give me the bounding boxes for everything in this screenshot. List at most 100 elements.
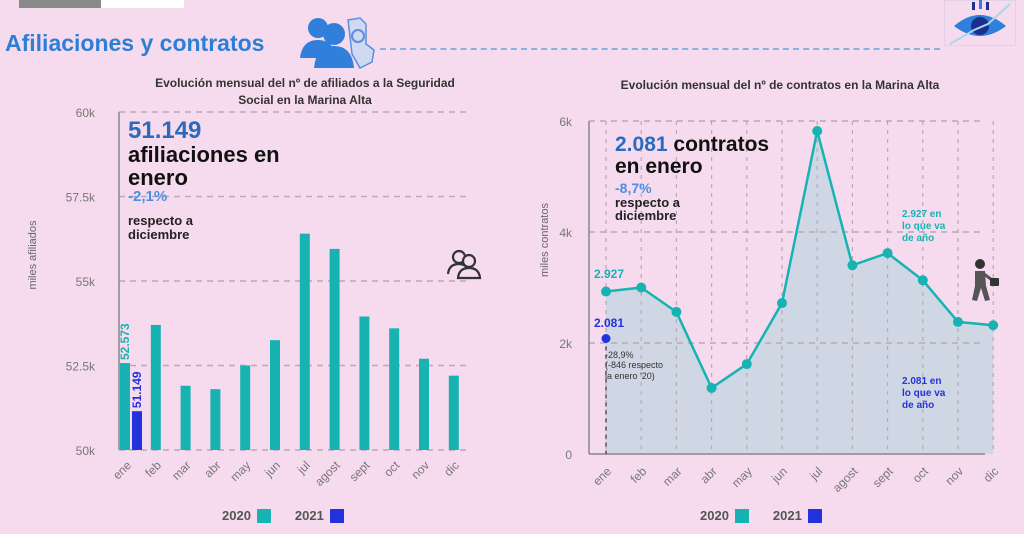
legend-2020-label: 2020 [700, 508, 729, 523]
bar-2020 [299, 233, 310, 450]
point-2020 [636, 282, 647, 293]
y-tick-label: 57.5k [66, 191, 96, 205]
bar-2020 [270, 340, 280, 450]
x-tick-label: sept [870, 464, 896, 490]
bar-2020 [359, 316, 370, 450]
line-2020 [605, 130, 994, 390]
right-callout-text1: contratos [667, 133, 770, 156]
right-callout-text4: diciembre [615, 208, 677, 224]
legend-2021-label: 2021 [772, 508, 802, 523]
x-tick-label: nov [409, 458, 433, 482]
left-callout: 51.149 afiliaciones en enero -2,1% respe… [128, 118, 280, 241]
bar-2020 [419, 358, 429, 450]
x-tick-label: agost [312, 458, 343, 489]
right-legend: 2020 2021 [700, 508, 822, 523]
walking-businessman-icon [972, 259, 999, 301]
people-gear-map-icon [300, 17, 375, 69]
x-tick-label: mar [660, 464, 685, 489]
legend-2020-swatch [256, 508, 271, 523]
top-bar-gray [19, 0, 101, 8]
x-tick-label: may [227, 458, 253, 484]
bar-2020 [150, 324, 161, 450]
ytd-2021-line1: 2.081 en [902, 376, 942, 387]
x-tick-label: ene [110, 458, 134, 482]
x-tick-label: abr [201, 458, 223, 480]
x-tick-label: abr [698, 464, 720, 486]
ytd-2020-line3: de año [902, 233, 935, 244]
ytd-2020-line1: 2.927 en [902, 209, 942, 220]
point-2020 [988, 320, 999, 331]
x-tick-label: jun [261, 458, 283, 480]
legend-2021-label: 2021 [294, 508, 324, 523]
label-2021-ene: 2.081 [594, 316, 625, 330]
y-tick-label: 52.5k [66, 360, 96, 374]
x-tick-label: sept [347, 458, 373, 484]
bar-2020 [240, 365, 251, 450]
y-axis-label: miles contratos [539, 203, 551, 277]
legend-2020-label: 2020 [222, 508, 251, 523]
ytd-2020-line2: lo que va [902, 221, 946, 232]
right-callout-headline: 2.081 contratos [615, 133, 770, 156]
right-callout-text2: en enero [615, 155, 703, 179]
y-axis-label: miles afiliados [27, 220, 39, 290]
legend-2021-swatch [329, 508, 344, 523]
legend-2020-swatch [734, 508, 749, 523]
right-chart-title: Evolución mensual del nº de contratos en… [620, 78, 940, 92]
label-2020-ene: 2.927 [594, 267, 625, 281]
left-callout-text2: enero [128, 165, 188, 191]
right-callout-number: 2.081 [615, 133, 668, 156]
bar-2020 [180, 385, 191, 450]
x-tick-label: agost [830, 464, 861, 495]
point-2020 [847, 260, 858, 271]
ytd-2020-note: 2.927 en lo que va de año [902, 209, 945, 245]
eye-chart-logo [944, 0, 1016, 46]
x-tick-label: jul [806, 464, 825, 483]
left-callout-number: 51.149 [128, 117, 202, 144]
left-chart-title-line1: Evolución mensual del nº de afiliados a … [155, 76, 455, 90]
x-tick-label: jun [768, 464, 790, 486]
ene-note-pct: -28,9% [605, 350, 634, 360]
y-tick-label: 4k [559, 226, 573, 240]
group-icon [446, 249, 482, 280]
ytd-2021-line3: de año [902, 400, 935, 411]
x-tick-label: feb [142, 458, 164, 480]
x-tick-label: oct [381, 458, 403, 480]
point-2020 [917, 275, 928, 286]
point-2020 [953, 316, 963, 327]
bar-2020 [448, 375, 459, 450]
point-2021 [601, 334, 611, 344]
point-2020 [741, 359, 752, 370]
bar-2020 [329, 248, 340, 450]
x-tick-label: ene [590, 464, 614, 488]
bar-2021 [132, 411, 142, 450]
x-tick-label: feb [628, 464, 650, 486]
ytd-2021-line2: lo que va [902, 388, 946, 399]
x-tick-label: dic [441, 458, 462, 479]
left-callout-text1: afiliaciones en [128, 142, 280, 168]
x-tick-label: nov [943, 464, 967, 488]
ene-note-ref: la enero '20) [605, 370, 655, 381]
point-2020 [706, 382, 717, 393]
top-bar-white [101, 0, 184, 8]
y-tick-label: 60k [76, 106, 96, 120]
y-tick-label: 2k [559, 337, 573, 351]
ytd-2021-note: 2.081 en lo que va de año [902, 376, 945, 412]
left-callout-text3: respecto a [128, 213, 194, 229]
left-chart-title: Evolución mensual del nº de afiliados a … [120, 76, 490, 107]
right-callout-pct: -8,7% [615, 180, 652, 197]
y-tick-label: 55k [76, 275, 96, 289]
bar-2020 [210, 389, 221, 450]
x-tick-label: mar [169, 458, 194, 483]
header-divider [380, 48, 940, 50]
point-2020 [671, 306, 682, 317]
y-tick-label: 50k [76, 444, 96, 458]
x-tick-label: jul [294, 458, 313, 477]
right-callout: 2.081 contratos en enero -8,7% respecto … [615, 133, 770, 224]
bar-2020 [120, 363, 130, 450]
x-tick-label: dic [981, 464, 1002, 485]
area-2020 [606, 130, 994, 455]
page-title: Afiliaciones y contratos [5, 30, 265, 56]
point-2020 [812, 125, 823, 136]
ene-note-diff: (-846 respecto [605, 360, 664, 371]
